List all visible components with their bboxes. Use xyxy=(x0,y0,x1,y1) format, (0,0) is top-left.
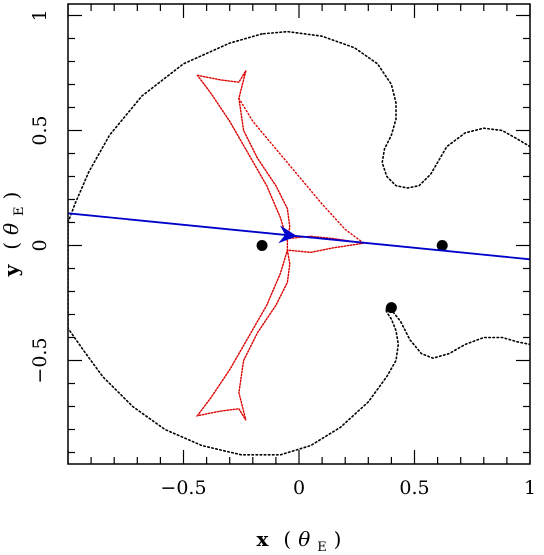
tick-labels-layer: −0.5 0 0.5 1 −0.5 0 0.5 1 xyxy=(29,9,536,499)
source-trajectory-line xyxy=(68,212,530,261)
x-axis-open: ( xyxy=(283,527,291,551)
y-axis-theta: θ xyxy=(0,223,23,235)
x-axis-close: ) xyxy=(334,527,342,551)
x-tick-label: 1 xyxy=(524,477,536,499)
trajectory-arrow-icon xyxy=(278,225,298,244)
y-tick-label: 0.5 xyxy=(29,115,51,145)
x-tick-label: 0.5 xyxy=(399,477,429,499)
x-tick-label: −0.5 xyxy=(160,477,206,499)
x-axis-var: x xyxy=(257,527,270,551)
lens-points-layer xyxy=(256,240,448,314)
y-axis-open: ( xyxy=(0,242,23,250)
critical-curve-upper xyxy=(261,30,530,189)
trajectory-layer xyxy=(68,212,530,261)
y-axis-label: y ( θ E ) xyxy=(0,192,28,278)
x-axis-sub: E xyxy=(317,540,327,555)
caustic-inner-curve xyxy=(238,97,365,244)
y-axis-var: y xyxy=(0,263,23,277)
y-axis-close: ) xyxy=(0,192,23,200)
y-tick-label: 1 xyxy=(29,9,51,21)
lens-point-3 xyxy=(385,302,397,314)
critical-curve xyxy=(68,33,530,456)
y-tick-label: 0 xyxy=(29,239,51,251)
plot-frame xyxy=(67,3,531,465)
y-tick-label: −0.5 xyxy=(29,337,51,383)
x-axis-label: x ( θ E ) xyxy=(257,527,342,555)
x-axis-theta: θ xyxy=(298,527,310,551)
lens-point-1 xyxy=(256,240,268,251)
lens-point-2 xyxy=(436,240,448,251)
curves-layer xyxy=(68,30,530,456)
ticks-layer xyxy=(67,4,531,464)
y-axis-sub: E xyxy=(12,206,27,216)
caustic-curve xyxy=(195,70,364,421)
x-tick-label: 0 xyxy=(293,477,305,499)
